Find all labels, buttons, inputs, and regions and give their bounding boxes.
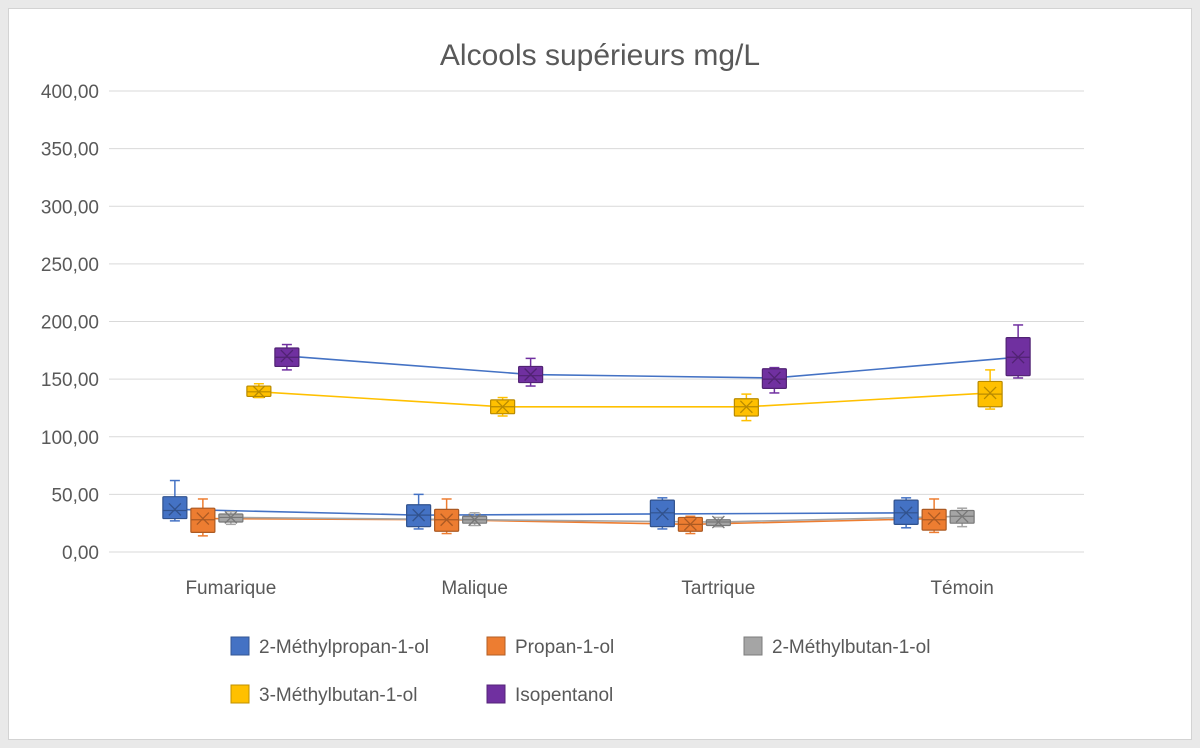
mean-marker [899, 506, 913, 520]
y-tick-label: 50,00 [51, 485, 99, 506]
box-plot [190, 498, 216, 537]
y-axis: 0,00 50,00 100,00 150,00 200,00 250,00 300,00 3… [41, 82, 99, 564]
box-plot [705, 515, 731, 529]
legend-item: Isopentanol [486, 684, 613, 706]
legend-label: 3-Méthylbutan-1-ol [259, 685, 417, 706]
mean-marker [1011, 350, 1025, 364]
box [162, 496, 188, 520]
mean-marker [767, 371, 781, 385]
mean-marker [983, 386, 997, 400]
x-tick-label: Malique [441, 578, 508, 599]
box-plot [677, 515, 703, 535]
x-tick-label: Témoin [930, 578, 993, 599]
mean-line [258, 391, 991, 408]
x-tick-label: Tartrique [681, 578, 755, 599]
mean-marker [711, 515, 725, 529]
gridlines [109, 90, 1084, 553]
box-plot [761, 366, 787, 394]
legend-swatch [230, 684, 250, 704]
mean-marker [496, 400, 510, 414]
box-plot [434, 498, 460, 535]
mean-marker [524, 368, 538, 381]
x-axis: Fumarique Malique Tartrique Témoin [185, 578, 993, 599]
mean-marker [468, 513, 482, 527]
box-plot [162, 479, 188, 522]
box-plot [462, 512, 488, 527]
y-tick-label: 0,00 [62, 543, 99, 564]
mean-marker [224, 510, 238, 524]
mean-line [202, 517, 935, 526]
legend-label: Propan-1-ol [515, 637, 614, 658]
mean-marker [655, 507, 669, 521]
chart-frame: Alcools supérieurs mg/L 0,00 50,00 100,00 1… [8, 8, 1192, 740]
mean-marker [440, 513, 454, 527]
legend-swatch [230, 636, 250, 656]
legend: 2-Méthylpropan-1-ol Propan-1-ol 2-Méthylbu… [230, 636, 930, 706]
box-plot [893, 497, 919, 529]
box-plot [977, 369, 1003, 410]
mean-marker [280, 349, 294, 363]
chart-title: Alcools supérieurs mg/L [440, 39, 760, 72]
box-plot [733, 393, 759, 422]
box-plot [246, 382, 272, 399]
legend-item: Propan-1-ol [486, 636, 614, 658]
box-plot [518, 357, 544, 387]
mean-marker [927, 512, 941, 526]
legend-item: 3-Méthylbutan-1-ol [230, 684, 417, 706]
box-plot [1005, 324, 1031, 379]
legend-item: 2-Méthylpropan-1-ol [230, 636, 429, 658]
mean-marker [955, 509, 969, 523]
box-plot [649, 497, 675, 530]
legend-swatch [486, 684, 506, 704]
y-tick-label: 200,00 [41, 313, 99, 334]
box-plot [406, 493, 432, 530]
mean-marker [168, 502, 182, 516]
x-tick-label: Fumarique [185, 578, 276, 599]
chart-svg: Alcools supérieurs mg/L 0,00 50,00 100,00 1… [41, 39, 1084, 706]
mean-line [230, 515, 963, 523]
legend-label: Isopentanol [515, 685, 613, 706]
mean-marker [739, 400, 753, 414]
mean-line [286, 355, 1019, 379]
y-tick-label: 250,00 [41, 255, 99, 276]
y-tick-label: 350,00 [41, 140, 99, 161]
box-plots [162, 324, 1031, 537]
mean-marker [196, 512, 210, 526]
y-tick-label: 150,00 [41, 370, 99, 391]
box-plot [949, 507, 975, 528]
legend-swatch [743, 636, 763, 656]
legend-item: 2-Méthylbutan-1-ol [743, 636, 930, 658]
mean-lines [174, 355, 1019, 526]
legend-swatch [486, 636, 506, 656]
y-tick-label: 400,00 [41, 82, 99, 103]
legend-label: 2-Méthylbutan-1-ol [772, 637, 930, 658]
mean-marker [683, 517, 697, 531]
y-tick-label: 300,00 [41, 197, 99, 218]
box-plot [921, 498, 947, 534]
mean-line [174, 508, 907, 516]
box-plot [218, 510, 244, 526]
legend-label: 2-Méthylpropan-1-ol [259, 637, 429, 658]
mean-marker [412, 508, 426, 522]
box-plot [274, 343, 300, 371]
y-tick-label: 100,00 [41, 428, 99, 449]
box-plot [490, 396, 516, 417]
mean-marker [252, 385, 266, 399]
